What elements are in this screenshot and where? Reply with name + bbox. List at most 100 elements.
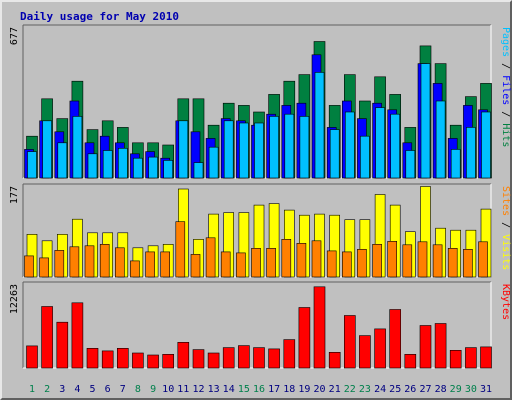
bar-sites-day-20 <box>311 240 322 278</box>
bar-pages-day-25 <box>390 113 401 179</box>
bar-kbytes-day-14 <box>222 347 235 369</box>
bar-sites-day-13 <box>205 237 216 278</box>
bar-kbytes-day-8 <box>132 352 144 369</box>
bar-kbytes-day-18 <box>283 339 296 369</box>
bar-pages-day-12 <box>193 162 204 179</box>
day-label-22: 22 <box>344 384 356 395</box>
bar-sites-day-23 <box>357 249 367 278</box>
panel-middle-legend-label: Sites / Visits <box>500 186 511 270</box>
legend-part-1: / <box>500 57 511 75</box>
bar-pages-day-16 <box>254 122 264 179</box>
day-label-30: 30 <box>465 384 477 395</box>
bar-kbytes-day-22 <box>343 315 356 369</box>
day-label-16: 16 <box>253 384 265 395</box>
bar-kbytes-day-5 <box>86 347 99 369</box>
bar-pages-day-15 <box>239 122 249 179</box>
bar-kbytes-day-15 <box>238 345 250 369</box>
bar-pages-day-2 <box>42 120 52 179</box>
day-label-8: 8 <box>135 384 141 395</box>
bar-pages-day-5 <box>87 153 98 179</box>
bar-pages-day-26 <box>405 150 416 179</box>
day-label-20: 20 <box>313 384 325 395</box>
day-label-15: 15 <box>238 384 250 395</box>
bar-pages-day-30 <box>466 127 476 179</box>
bar-sites-day-6 <box>99 244 110 278</box>
bar-pages-day-3 <box>57 142 68 179</box>
bar-kbytes-day-7 <box>117 347 129 369</box>
bar-kbytes-day-24 <box>374 328 386 369</box>
bar-pages-day-6 <box>102 150 113 179</box>
legend-part-3: / <box>500 105 511 123</box>
day-label-9: 9 <box>150 384 156 395</box>
bar-pages-day-11 <box>178 120 189 179</box>
bar-sites-day-21 <box>326 250 337 278</box>
day-label-26: 26 <box>404 384 416 395</box>
bar-pages-day-7 <box>118 148 128 179</box>
legend-part-4: Hits <box>500 123 511 147</box>
panel-middle-ymax-label: 177 <box>9 186 20 204</box>
bar-pages-day-10 <box>163 160 173 179</box>
bar-kbytes-day-20 <box>313 286 326 369</box>
bar-kbytes-day-4 <box>71 302 84 369</box>
bar-pages-day-1 <box>27 151 37 179</box>
day-label-31: 31 <box>480 384 492 395</box>
bar-sites-day-31 <box>478 241 488 278</box>
legend-part-0: Sites <box>500 186 511 216</box>
bar-sites-day-25 <box>387 241 398 278</box>
bar-pages-day-29 <box>450 149 461 179</box>
day-label-7: 7 <box>120 384 126 395</box>
bar-sites-day-11 <box>175 221 186 278</box>
bar-pages-day-19 <box>299 116 310 179</box>
bar-pages-day-13 <box>208 146 219 179</box>
day-label-28: 28 <box>435 384 447 395</box>
day-label-19: 19 <box>298 384 310 395</box>
bar-pages-day-4 <box>72 116 83 179</box>
bar-kbytes-day-19 <box>298 307 311 369</box>
bar-pages-day-24 <box>375 107 385 179</box>
bar-sites-day-22 <box>341 251 352 278</box>
bar-sites-day-17 <box>266 248 276 278</box>
bar-sites-day-27 <box>417 241 428 278</box>
day-label-10: 10 <box>162 384 174 395</box>
bar-kbytes-day-23 <box>359 335 371 369</box>
bar-pages-day-20 <box>314 72 325 179</box>
day-label-29: 29 <box>450 384 462 395</box>
bar-sites-day-14 <box>220 251 231 278</box>
day-label-6: 6 <box>105 384 111 395</box>
day-label-21: 21 <box>329 384 341 395</box>
bar-kbytes-day-21 <box>328 351 341 369</box>
bar-sites-day-9 <box>145 251 155 278</box>
panel-bottom-ymax-label: 12263 <box>9 284 20 314</box>
bar-kbytes-day-2 <box>41 306 53 369</box>
bar-sites-day-4 <box>69 246 80 278</box>
day-label-17: 17 <box>268 384 280 395</box>
bar-sites-day-16 <box>251 248 261 278</box>
legend-part-1: / <box>500 216 511 234</box>
bar-pages-day-31 <box>481 111 491 179</box>
bar-sites-day-1 <box>24 255 34 278</box>
bar-pages-day-9 <box>148 156 158 179</box>
bar-pages-day-14 <box>223 120 234 179</box>
legend-part-2: Files <box>500 75 511 105</box>
bar-kbytes-day-9 <box>147 354 159 369</box>
bar-kbytes-day-16 <box>253 347 265 369</box>
bar-kbytes-day-10 <box>162 353 174 369</box>
panel-bottom-legend-label: KBytes <box>500 284 511 320</box>
bar-pages-day-28 <box>435 100 446 179</box>
bar-pages-day-22 <box>344 111 355 179</box>
day-label-5: 5 <box>89 384 95 395</box>
bar-sites-day-8 <box>130 260 140 278</box>
bar-pages-day-18 <box>284 113 295 179</box>
bar-kbytes-day-25 <box>389 309 402 369</box>
bar-sites-day-12 <box>190 254 201 278</box>
chart-title: Daily usage for May 2010 <box>20 10 179 23</box>
bar-kbytes-day-1 <box>26 345 38 369</box>
bar-sites-day-30 <box>463 249 473 278</box>
bar-kbytes-day-28 <box>434 323 447 369</box>
panel-top-ymax-label: 677 <box>9 27 20 45</box>
day-label-2: 2 <box>44 384 50 395</box>
bar-pages-day-27 <box>420 63 431 179</box>
bar-sites-day-5 <box>84 245 95 278</box>
day-label-23: 23 <box>359 384 371 395</box>
